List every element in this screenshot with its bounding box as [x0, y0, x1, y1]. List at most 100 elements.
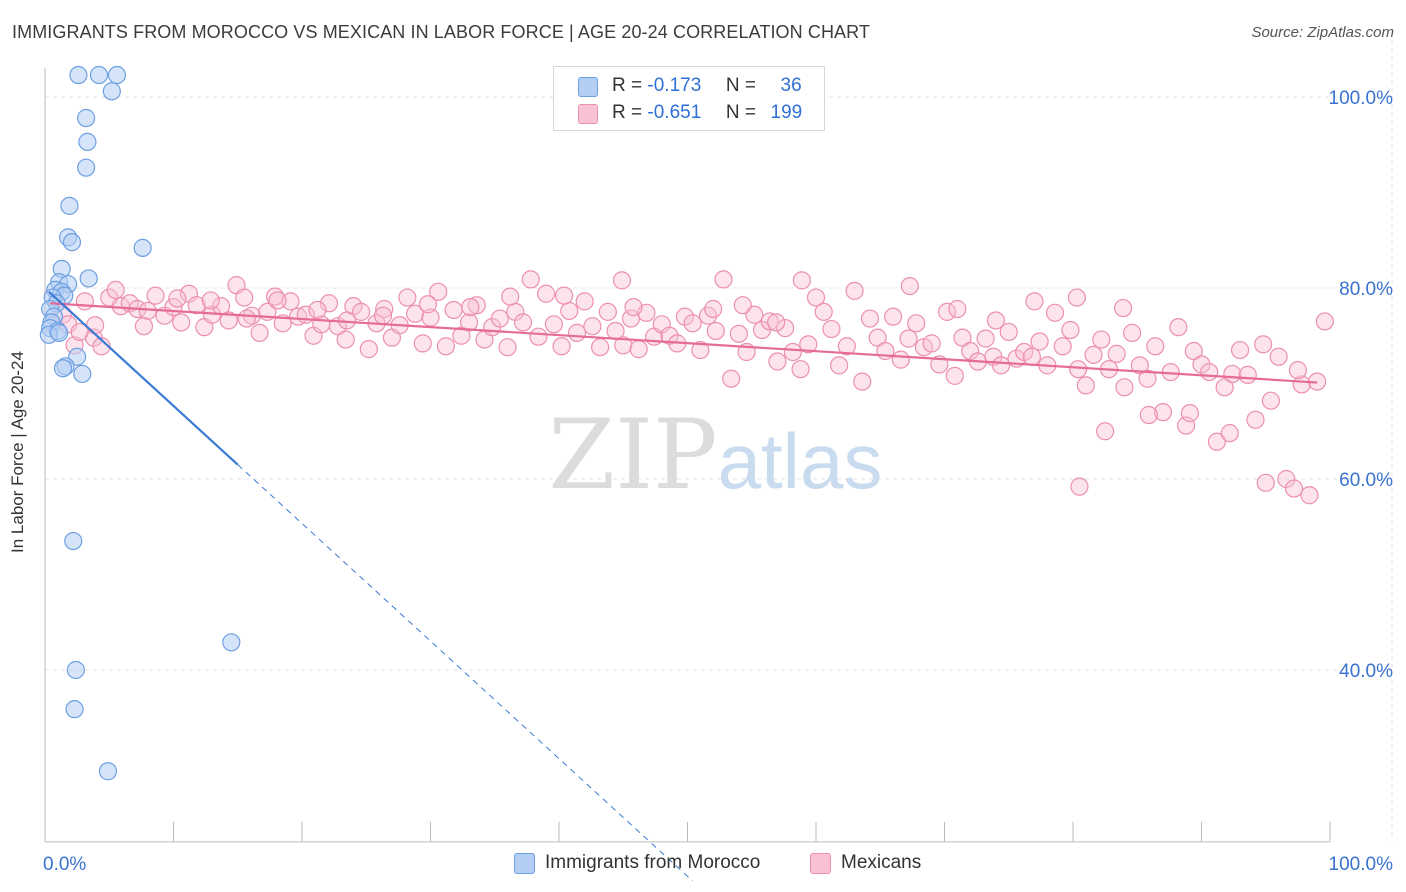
data-point-mexicans: [591, 338, 610, 357]
data-point-morocco: [53, 359, 73, 378]
data-point-mexicans: [1069, 360, 1088, 379]
data-point-mexicans: [567, 323, 587, 342]
data-point-mexicans: [900, 276, 919, 296]
data-point-mexicans: [1192, 355, 1211, 374]
data-point-mexicans: [868, 328, 887, 347]
series-morocco: [39, 65, 241, 781]
data-point-mexicans: [352, 302, 371, 321]
data-point-mexicans: [629, 340, 648, 359]
data-point-mexicans: [1220, 424, 1239, 443]
data-point-mexicans: [1070, 477, 1089, 496]
data-point-mexicans: [733, 296, 752, 315]
data-point-mexicans: [853, 372, 872, 391]
data-point-mexicans: [1256, 473, 1275, 492]
data-point-mexicans: [444, 300, 463, 320]
data-point-mexicans: [172, 313, 191, 332]
data-point-mexicans: [498, 338, 517, 357]
chart-title: IMMIGRANTS FROM MOROCCO VS MEXICAN IN LA…: [12, 22, 871, 42]
data-point-mexicans: [555, 286, 574, 305]
data-point-mexicans: [683, 314, 702, 333]
legend-n-value-mexicans: 199: [770, 102, 803, 123]
data-point-morocco: [98, 762, 118, 781]
data-point-mexicans: [814, 302, 833, 321]
data-point-mexicans: [359, 340, 378, 359]
data-point-mexicans: [1292, 375, 1311, 394]
data-point-mexicans: [398, 288, 417, 307]
data-point-mexicans: [937, 302, 957, 321]
data-point-mexicans: [461, 298, 480, 317]
data-point-mexicans: [92, 337, 111, 356]
data-point-morocco: [69, 65, 88, 85]
legend-swatch-mexicans: [578, 104, 598, 124]
data-point-mexicans: [806, 288, 826, 307]
data-point-mexicans: [1107, 344, 1126, 363]
data-point-mexicans: [845, 281, 864, 300]
y-tick-label: 80.0%: [1339, 279, 1393, 300]
data-point-mexicans: [529, 327, 548, 346]
data-point-morocco: [102, 82, 121, 101]
data-point-mexicans: [614, 336, 633, 355]
trend-lines: [48, 291, 1318, 882]
data-point-mexicans: [760, 312, 779, 331]
data-point-mexicans: [768, 352, 787, 371]
data-point-mexicans: [1238, 365, 1257, 385]
data-point-mexicans: [146, 286, 165, 305]
data-point-mexicans: [452, 326, 471, 345]
data-point-morocco: [73, 364, 92, 384]
data-point-mexicans: [612, 271, 632, 290]
data-point-mexicans: [560, 301, 579, 321]
bottom-legend-swatch-morocco: [514, 853, 535, 874]
data-point-mexicans: [1115, 378, 1134, 397]
data-point-mexicans: [537, 284, 556, 303]
data-point-mexicans: [237, 309, 256, 328]
data-point-mexicans: [598, 302, 617, 321]
data-point-mexicans: [250, 323, 269, 342]
legend-swatch-morocco: [578, 77, 598, 97]
data-point-mexicans: [501, 287, 520, 306]
legend-text-morocco: R = -0.173 N = 36: [612, 75, 802, 97]
data-point-mexicans: [899, 329, 918, 348]
data-point-mexicans: [922, 334, 941, 353]
data-point-morocco: [222, 633, 241, 652]
data-point-mexicans: [792, 271, 811, 290]
data-point-mexicans: [1067, 288, 1086, 307]
data-point-mexicans: [413, 334, 432, 353]
data-point-mexicans: [783, 342, 802, 362]
y-tick-label: 100.0%: [1329, 88, 1394, 109]
data-point-mexicans: [691, 340, 710, 360]
data-point-mexicans: [1114, 298, 1133, 318]
data-point-mexicans: [1025, 292, 1044, 311]
data-point-mexicans: [1277, 469, 1296, 489]
x-tick-label: 0.0%: [43, 854, 86, 875]
legend-n-label: N =: [725, 102, 756, 123]
data-point-mexicans: [106, 280, 125, 300]
data-point-mexicans: [1207, 432, 1227, 451]
data-point-mexicans: [1230, 340, 1250, 360]
data-point-mexicans: [729, 324, 749, 343]
data-point-mexicans: [319, 294, 339, 313]
data-point-mexicans: [187, 296, 206, 315]
data-point-mexicans: [1045, 303, 1065, 322]
bottom-legend-swatch-mexicans: [810, 853, 831, 874]
legend-r-value-morocco: -0.173: [647, 75, 702, 96]
data-point-mexicans: [418, 295, 438, 314]
data-point-mexicans: [373, 306, 393, 325]
data-point-morocco: [89, 65, 109, 85]
data-point-mexicans: [86, 316, 105, 335]
data-point-morocco: [133, 238, 152, 257]
trend-line-morocco-extension: [237, 464, 693, 882]
data-point-morocco: [78, 132, 97, 151]
data-point-morocco: [62, 233, 82, 252]
data-point-mexicans: [706, 321, 725, 341]
data-point-mexicans: [999, 322, 1018, 342]
data-point-mexicans: [1030, 332, 1049, 351]
data-point-mexicans: [138, 301, 157, 321]
data-point-mexicans: [945, 366, 964, 385]
data-point-mexicans: [1139, 405, 1158, 425]
trend-line-morocco: [48, 291, 239, 466]
data-point-mexicans: [436, 337, 456, 356]
data-point-mexicans: [1184, 341, 1203, 361]
data-point-mexicans: [134, 317, 154, 336]
data-point-mexicans: [1246, 410, 1265, 429]
